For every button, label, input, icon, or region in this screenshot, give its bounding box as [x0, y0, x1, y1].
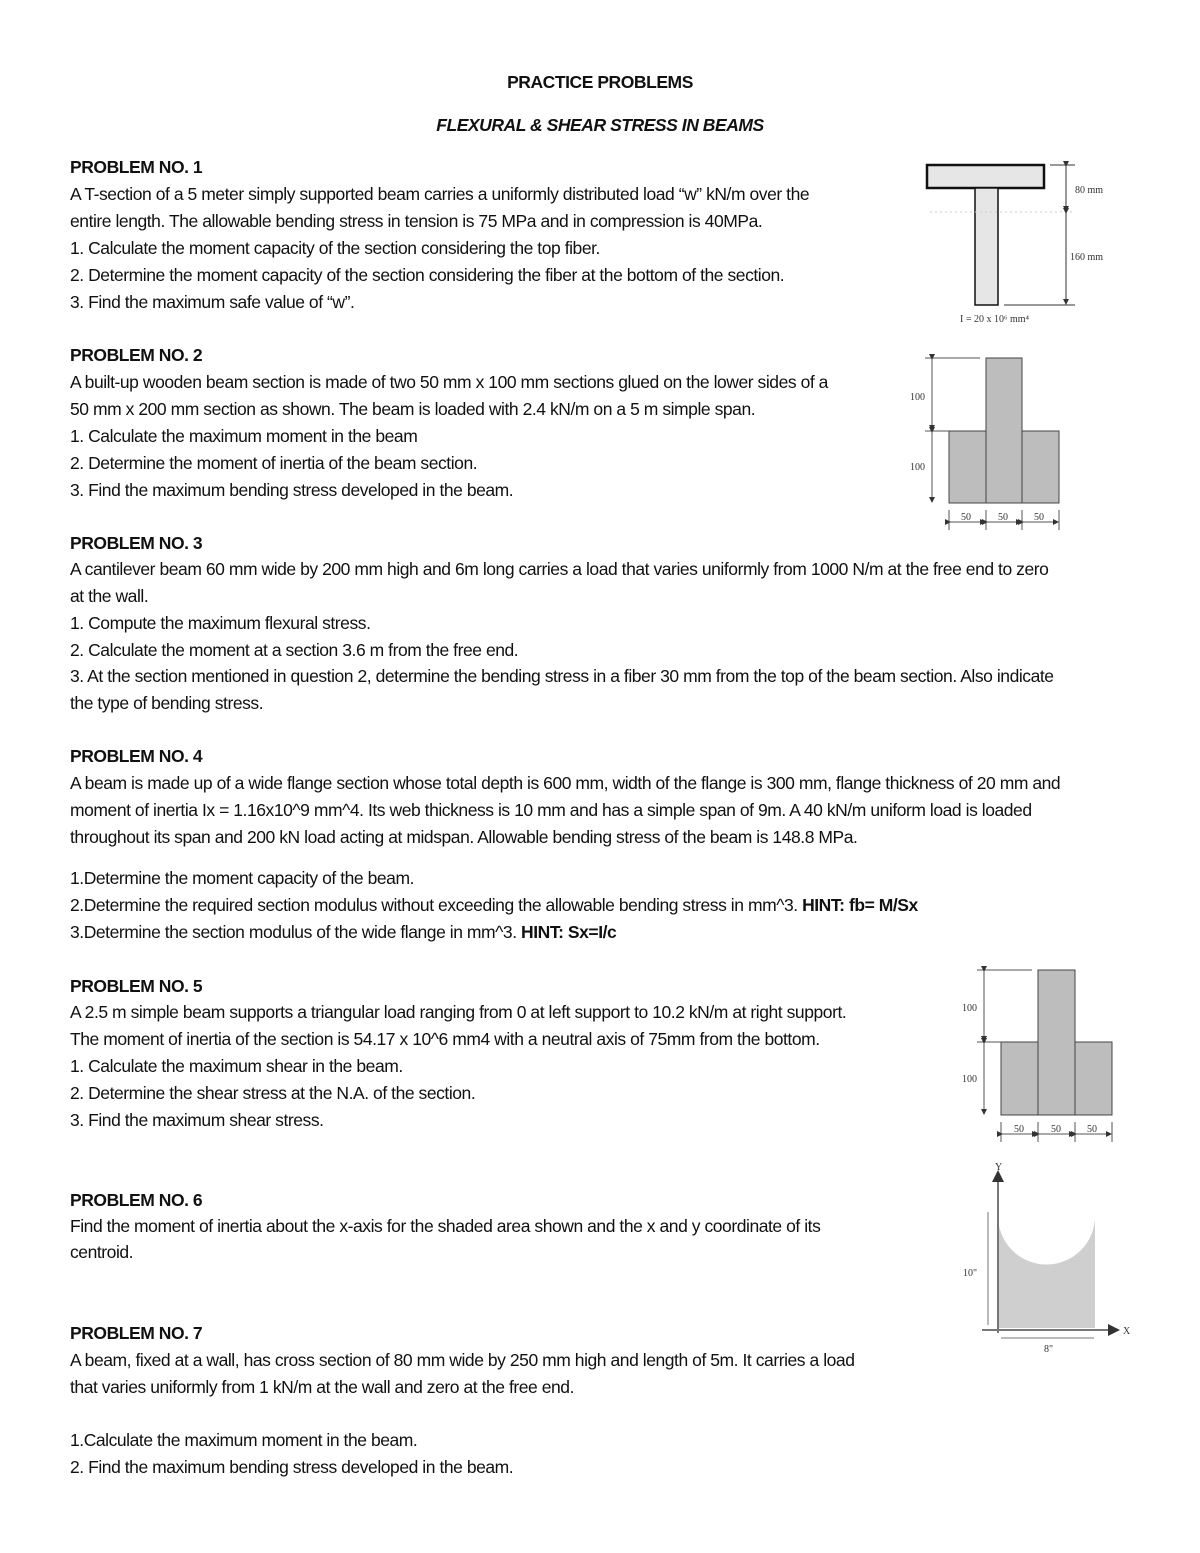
- height-label: 10": [963, 1268, 977, 1279]
- inertia-caption: I = 20 x 10⁶ mm⁴: [960, 314, 1030, 325]
- dim-label: 50: [1051, 1124, 1061, 1135]
- dim-label: 50: [1034, 512, 1044, 523]
- dim-label: 50: [998, 512, 1008, 523]
- dim-label: 100: [910, 392, 925, 403]
- problem-2-line: A built-up wooden beam section is made o…: [70, 372, 828, 392]
- dim-label: 100: [910, 462, 925, 473]
- problem-3-line: 2. Calculate the moment at a section 3.6…: [70, 640, 519, 660]
- dim-label: 50: [1014, 1124, 1024, 1135]
- flange-dimension: 80 mm: [1075, 185, 1103, 196]
- problem-6-line: centroid.: [70, 1242, 134, 1262]
- built-up-section-figure-5: 100 100 50 50 50: [962, 966, 1113, 1142]
- problem-3-line: the type of bending stress.: [70, 693, 264, 713]
- problem-1-line: 1. Calculate the moment capacity of the …: [70, 238, 600, 258]
- dim-label: 100: [962, 1074, 977, 1085]
- t-section-figure: 80 mm 160 mm I = 20 x 10⁶ mm⁴: [925, 161, 1103, 325]
- problem-4-heading: PROBLEM NO. 4: [70, 746, 203, 766]
- problem-4-line: throughout its span and 200 kN load acti…: [70, 827, 858, 847]
- problem-1-line: 2. Determine the moment capacity of the …: [70, 265, 785, 285]
- problem-3-heading: PROBLEM NO. 3: [70, 533, 203, 553]
- problem-2-heading: PROBLEM NO. 2: [70, 345, 203, 365]
- problem-4-line: 2.Determine the required section modulus…: [70, 894, 918, 916]
- dim-label: 50: [1087, 1124, 1097, 1135]
- problem-5-line: 1. Calculate the maximum shear in the be…: [70, 1056, 403, 1076]
- web-dimension: 160 mm: [1070, 252, 1103, 263]
- problem-5-line: 2. Determine the shear stress at the N.A…: [70, 1083, 476, 1103]
- problem-2-line: 3. Find the maximum bending stress devel…: [70, 480, 514, 500]
- problem-4-line: moment of inertia Ix = 1.16x10^9 mm^4. I…: [70, 800, 1032, 820]
- problem-5-line: The moment of inertia of the section is …: [70, 1029, 820, 1049]
- problem-7-line: A beam, fixed at a wall, has cross secti…: [70, 1350, 855, 1370]
- problem-4-line: A beam is made up of a wide flange secti…: [70, 773, 1061, 793]
- width-label: 8": [1044, 1344, 1053, 1355]
- problem-1-line: entire length. The allowable bending str…: [70, 211, 763, 231]
- problem-4-line: 3.Determine the section modulus of the w…: [70, 921, 617, 943]
- problem-2-line: 50 mm x 200 mm section as shown. The bea…: [70, 399, 756, 419]
- problem-1-line: 3. Find the maximum safe value of “w”.: [70, 292, 355, 312]
- problem-7-heading: PROBLEM NO. 7: [70, 1323, 203, 1343]
- problem-3-line: A cantilever beam 60 mm wide by 200 mm h…: [70, 559, 1049, 579]
- dim-label: 100: [962, 1003, 977, 1014]
- problem-4-line: 1.Determine the moment capacity of the b…: [70, 868, 414, 888]
- problem-4-line-text: 2.Determine the required section modulus…: [70, 895, 803, 915]
- problem-3-line: 1. Compute the maximum flexural stress.: [70, 613, 371, 633]
- x-axis-label: X: [1123, 1326, 1131, 1337]
- shaded-area-figure: Y X 10" 8": [963, 1162, 1131, 1355]
- problem-7-line: that varies uniformly from 1 kN/m at the…: [70, 1377, 574, 1397]
- page-subtitle: FLEXURAL & SHEAR STRESS IN BEAMS: [436, 115, 764, 135]
- problem-1-line: A T-section of a 5 meter simply supporte…: [70, 184, 810, 204]
- hint: HINT: fb= M/Sx: [802, 895, 918, 915]
- problem-5-line: 3. Find the maximum shear stress.: [70, 1110, 324, 1130]
- problem-2-line: 1. Calculate the maximum moment in the b…: [70, 426, 418, 446]
- problem-5-heading: PROBLEM NO. 5: [70, 976, 203, 996]
- problem-4-line-text: 3.Determine the section modulus of the w…: [70, 922, 522, 942]
- problem-7-line: 2. Find the maximum bending stress devel…: [70, 1457, 514, 1477]
- problem-3-line: at the wall.: [70, 586, 149, 606]
- problem-2-line: 2. Determine the moment of inertia of th…: [70, 453, 478, 473]
- y-axis-label: Y: [995, 1162, 1002, 1173]
- problem-6-line: Find the moment of inertia about the x-a…: [70, 1216, 821, 1236]
- page-title: PRACTICE PROBLEMS: [507, 72, 693, 92]
- problem-5-line: A 2.5 m simple beam supports a triangula…: [70, 1002, 847, 1022]
- problem-7-line: 1.Calculate the maximum moment in the be…: [70, 1430, 418, 1450]
- dim-label: 50: [961, 512, 971, 523]
- hint: HINT: Sx=I/c: [521, 922, 617, 942]
- problem-6-heading: PROBLEM NO. 6: [70, 1190, 203, 1210]
- built-up-section-figure: 100 100 50 50 50: [910, 354, 1060, 530]
- problem-1-heading: PROBLEM NO. 1: [70, 157, 203, 177]
- problem-3-line: 3. At the section mentioned in question …: [70, 666, 1054, 686]
